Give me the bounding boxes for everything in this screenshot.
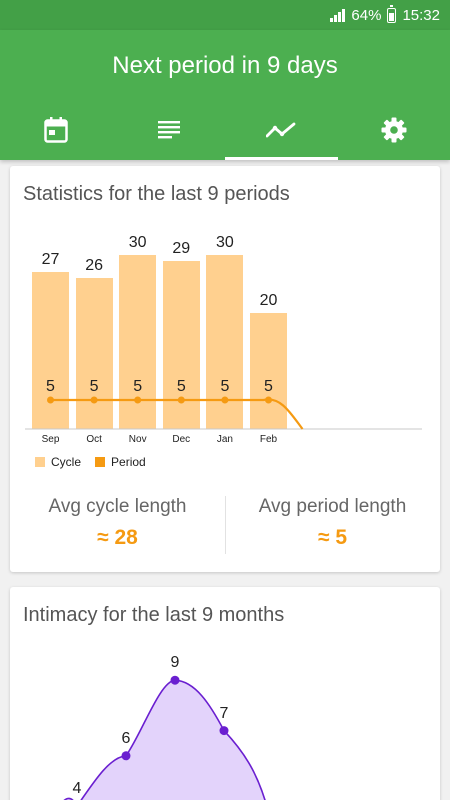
cycle-value-label: 30 <box>128 233 147 251</box>
cycle-value-label: 27 <box>41 251 60 269</box>
gear-icon <box>381 117 407 143</box>
battery-icon <box>387 4 397 23</box>
period-value-label: 5 <box>46 378 55 395</box>
period-point <box>221 396 229 404</box>
avg-period-block: Avg period length ≈ 5 <box>225 496 440 550</box>
intimacy-value-label: 7 <box>219 704 229 722</box>
tab-statistics[interactable] <box>225 100 338 160</box>
chart-icon <box>266 122 296 138</box>
period-value-label: 5 <box>133 378 143 395</box>
intimacy-area-chart: 46973 <box>10 587 440 800</box>
period-point <box>177 396 185 404</box>
intimacy-svg <box>63 675 266 800</box>
cycle-bar-chart: 27 5 Sep 26 5 Oct 30 5 Nov 29 5 Dec 30 5 Jan 20 5 Feb <box>10 166 440 456</box>
avg-period-label: Avg period length <box>258 496 407 517</box>
period-point <box>134 396 142 404</box>
statistics-card: Statistics for the last 9 periods 27 5 Sep… <box>10 166 440 572</box>
x-tick-label: Dec <box>172 434 191 445</box>
intimacy-value-label: 4 <box>72 780 82 798</box>
cycle-value-label: 26 <box>85 256 103 274</box>
status-bar: 64% 15:32 <box>0 0 450 30</box>
avg-cycle-label: Avg cycle length <box>48 496 187 517</box>
cycle-value-label: 30 <box>215 233 234 251</box>
intimacy-card: Intimacy for the last 9 months 46973 <box>10 587 440 800</box>
battery-percentage: 64% <box>351 6 382 24</box>
signal-icon <box>330 8 346 22</box>
avg-period-value: ≈ 5 <box>317 526 348 549</box>
period-line <box>50 398 304 430</box>
x-tick-label: Nov <box>128 434 147 445</box>
tab-calendar[interactable] <box>0 100 113 160</box>
period-legend-label: Period <box>111 455 146 469</box>
chart-svg <box>25 396 422 430</box>
clock: 15:32 <box>402 6 440 24</box>
period-point <box>47 396 54 404</box>
intimacy-point <box>219 726 229 736</box>
tab-settings[interactable] <box>338 100 450 160</box>
calendar-icon <box>44 117 68 143</box>
cycle-bar <box>75 277 113 429</box>
cycle-bar <box>250 312 287 429</box>
app-bar: Next period in 9 days <box>0 30 450 160</box>
tab-list[interactable] <box>113 100 226 160</box>
chart-legend: Cycle Period <box>35 455 146 469</box>
statistics-title: Statistics for the last 9 periods <box>23 183 290 205</box>
cycle-value-label: 20 <box>259 291 278 309</box>
cycle-legend-swatch <box>35 457 45 467</box>
intimacy-point <box>121 751 131 761</box>
period-value-label: 5 <box>220 378 230 395</box>
period-value-label: 5 <box>89 378 99 395</box>
x-tick-label: Sep <box>41 434 60 445</box>
tab-bar <box>0 100 450 160</box>
intimacy-area <box>64 680 265 800</box>
period-value-label: 5 <box>176 378 186 395</box>
x-tick-label: Feb <box>259 434 278 445</box>
intimacy-value-label: 9 <box>170 654 180 672</box>
period-point <box>90 396 98 404</box>
list-icon <box>157 121 180 139</box>
avg-cycle-block: Avg cycle length ≈ 28 <box>10 496 225 550</box>
x-tick-label: Oct <box>86 434 102 445</box>
intimacy-value-label: 6 <box>121 729 131 747</box>
cycle-value-label: 29 <box>172 239 191 257</box>
avg-cycle-value: ≈ 28 <box>97 526 138 549</box>
intimacy-point <box>170 675 180 685</box>
x-tick-label: Jan <box>216 434 233 445</box>
stats-divider <box>225 496 226 554</box>
period-point <box>265 396 272 404</box>
period-value-label: 5 <box>264 378 273 395</box>
period-legend-swatch <box>95 457 106 467</box>
cycle-legend-label: Cycle <box>51 455 82 469</box>
page-title: Next period in 9 days <box>112 52 338 79</box>
intimacy-title: Intimacy for the last 9 months <box>23 604 285 626</box>
